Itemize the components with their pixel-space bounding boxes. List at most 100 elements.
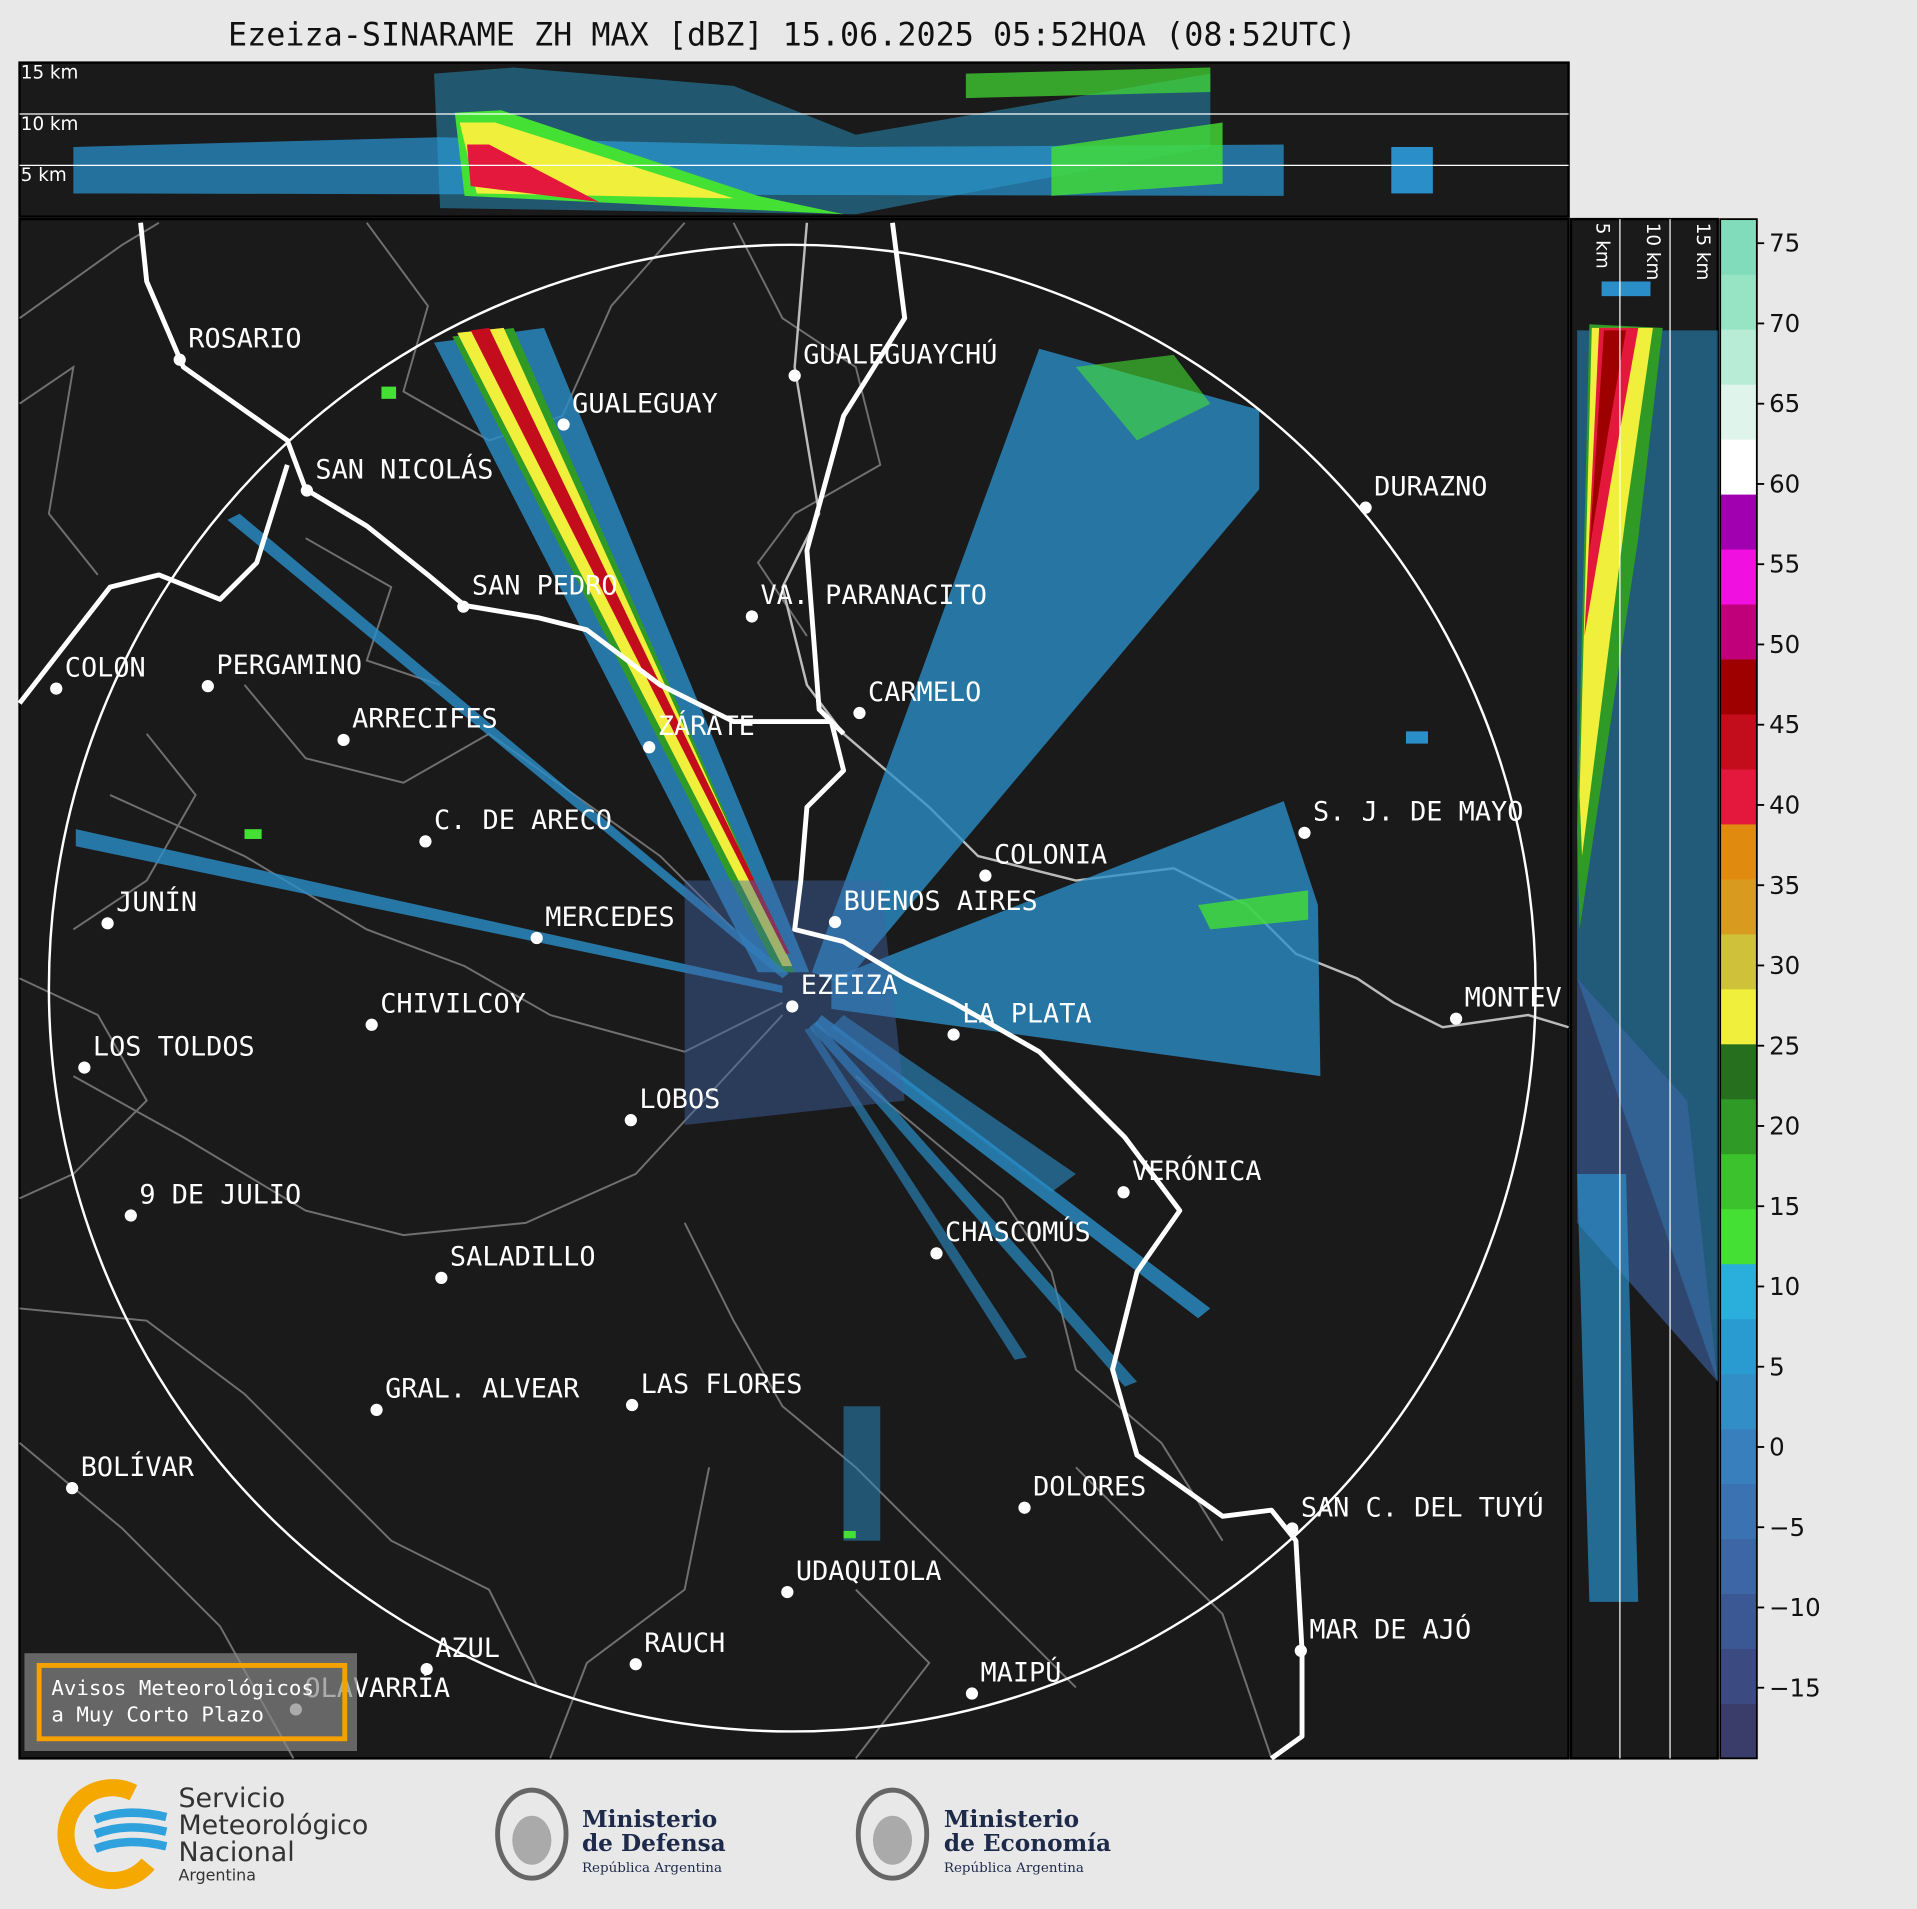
city-dot [201, 680, 214, 693]
map-shape [93, 1808, 168, 1853]
city-dot [1359, 501, 1372, 514]
colorbar-band [1720, 1043, 1757, 1100]
city-dot [828, 915, 842, 929]
city-label: C. DE ARECO [434, 805, 612, 836]
city-label: MAR DE AJÓ [1309, 1614, 1471, 1646]
map-shape [138, 222, 1305, 1761]
map-shape [47, 243, 1537, 1733]
colorbar-tick-label: 15 [1769, 1192, 1800, 1221]
map-shape [1577, 1173, 1639, 1602]
map-shape [109, 794, 783, 1053]
city-label: CARMELO [868, 677, 981, 708]
colorbar-band [1720, 1208, 1757, 1265]
city-dot [173, 353, 186, 366]
colorbar-tick-label: 30 [1769, 951, 1800, 980]
colorbar-band [1720, 493, 1757, 550]
colorbar-tick-label: −10 [1769, 1593, 1821, 1622]
city-dot [300, 484, 313, 497]
colorbar-band [1720, 1153, 1757, 1210]
city-dot [66, 1482, 79, 1495]
radar-echo [809, 1021, 1137, 1387]
cities: ROSARIO GUALEGUAYCHÚ GUALEGUAY SAN NICOLÁS D… [50, 323, 1562, 1716]
city-dot [1294, 1644, 1307, 1657]
notice-frame[interactable] [36, 1662, 348, 1742]
city-label: LOBOS [639, 1084, 720, 1115]
city-dot [1298, 826, 1311, 839]
city-label: EZEIZA [801, 970, 898, 1001]
logo-text: de Economía [944, 1830, 1111, 1857]
colorbar-band [1720, 384, 1757, 440]
city-dot [370, 1403, 383, 1417]
right-cross-section: 5 km 10 km 15 km [1569, 217, 1719, 1760]
city-label: S. J. DE MAYO [1313, 797, 1523, 828]
colorbar-band [1720, 1318, 1757, 1375]
radar-echo [381, 386, 397, 399]
notice-backdrop[interactable] [24, 1653, 357, 1752]
colorbar-tick-label: 45 [1769, 710, 1800, 739]
city-dot [420, 1662, 433, 1676]
city-label: SAN PEDRO [472, 570, 618, 601]
city-dot [557, 418, 570, 431]
colorbar-band [1720, 988, 1757, 1045]
colorbar-frame [1719, 218, 1758, 1760]
city-label: GRAL. ALVEAR [385, 1374, 580, 1405]
colorbar-band [1720, 1483, 1757, 1540]
city-label: PERGAMINO [216, 650, 362, 681]
notice-line[interactable]: a Muy Corto Plazo [51, 1703, 264, 1727]
colorbar-tick-label: 60 [1769, 470, 1800, 499]
colorbar-tick-label: −15 [1769, 1673, 1821, 1702]
radar-echo [843, 1406, 881, 1541]
map-shape [1075, 1466, 1273, 1759]
city-dot [365, 1018, 378, 1031]
map-shape [72, 733, 197, 931]
logo-text: Argentina [178, 1866, 255, 1885]
radar-echo [831, 801, 1321, 1077]
colorbar-band [1720, 548, 1757, 605]
map-shape [855, 1787, 930, 1881]
colorbar-band [1720, 439, 1757, 495]
radar-echo [227, 513, 789, 979]
map: ROSARIO GUALEGUAYCHÚ GUALEGUAY SAN NICOLÁS D… [17, 217, 1570, 1761]
radar-echo [1405, 731, 1428, 744]
colorbar-tick-label: 40 [1769, 791, 1800, 820]
city-label: GUALEGUAY [572, 388, 718, 419]
radar-echo [244, 829, 262, 839]
colorbar-band [1720, 1428, 1757, 1485]
logo-text: Meteorológico [178, 1810, 368, 1841]
city-dot [124, 1209, 137, 1222]
colorbar-tick-label: 10 [1769, 1272, 1800, 1301]
city-dot [530, 931, 543, 945]
colorbar-band [1720, 1373, 1757, 1430]
city-dot [457, 600, 470, 613]
city-label: SAN NICOLÁS [315, 453, 493, 485]
map-shape [1584, 327, 1639, 637]
city-dot [624, 1114, 637, 1127]
city-dot [625, 1398, 639, 1412]
notice-line[interactable]: Avisos Meteorológicos [51, 1676, 314, 1700]
city-label: ROSARIO [188, 323, 301, 354]
top-cross-section: 15 km 10 km 5 km [18, 61, 1570, 218]
map-shape [17, 464, 290, 705]
colorbar-band [1720, 713, 1757, 770]
notice-box[interactable]: Avisos Meteorológicos a Muy Corto Plazo [24, 1653, 357, 1752]
city-dot [419, 835, 432, 848]
colorbar-tick-label: 20 [1769, 1112, 1800, 1141]
logo-text: Ministerio [944, 1806, 1079, 1833]
colorbar-band [1720, 768, 1757, 825]
colorbar-band [1720, 878, 1757, 935]
radar-echo [457, 327, 793, 967]
colorbar-tick-label: 0 [1769, 1433, 1785, 1462]
city-dot [1018, 1501, 1031, 1514]
city-dot [337, 733, 350, 747]
colorbar-band [1720, 1538, 1757, 1595]
city-label: 9 DE JULIO [139, 1179, 301, 1210]
radar-echo [804, 1027, 1027, 1360]
city-label: VA. PARANACITO [760, 580, 987, 611]
logo-text: República Argentina [582, 1861, 722, 1876]
economia-seal [855, 1787, 930, 1881]
colorbar-tick-label: 35 [1769, 871, 1800, 900]
city-label: BUENOS AIRES [844, 886, 1038, 917]
city-dot [78, 1061, 91, 1074]
city-label: AZUL [435, 1633, 500, 1664]
city-dot [643, 741, 656, 754]
